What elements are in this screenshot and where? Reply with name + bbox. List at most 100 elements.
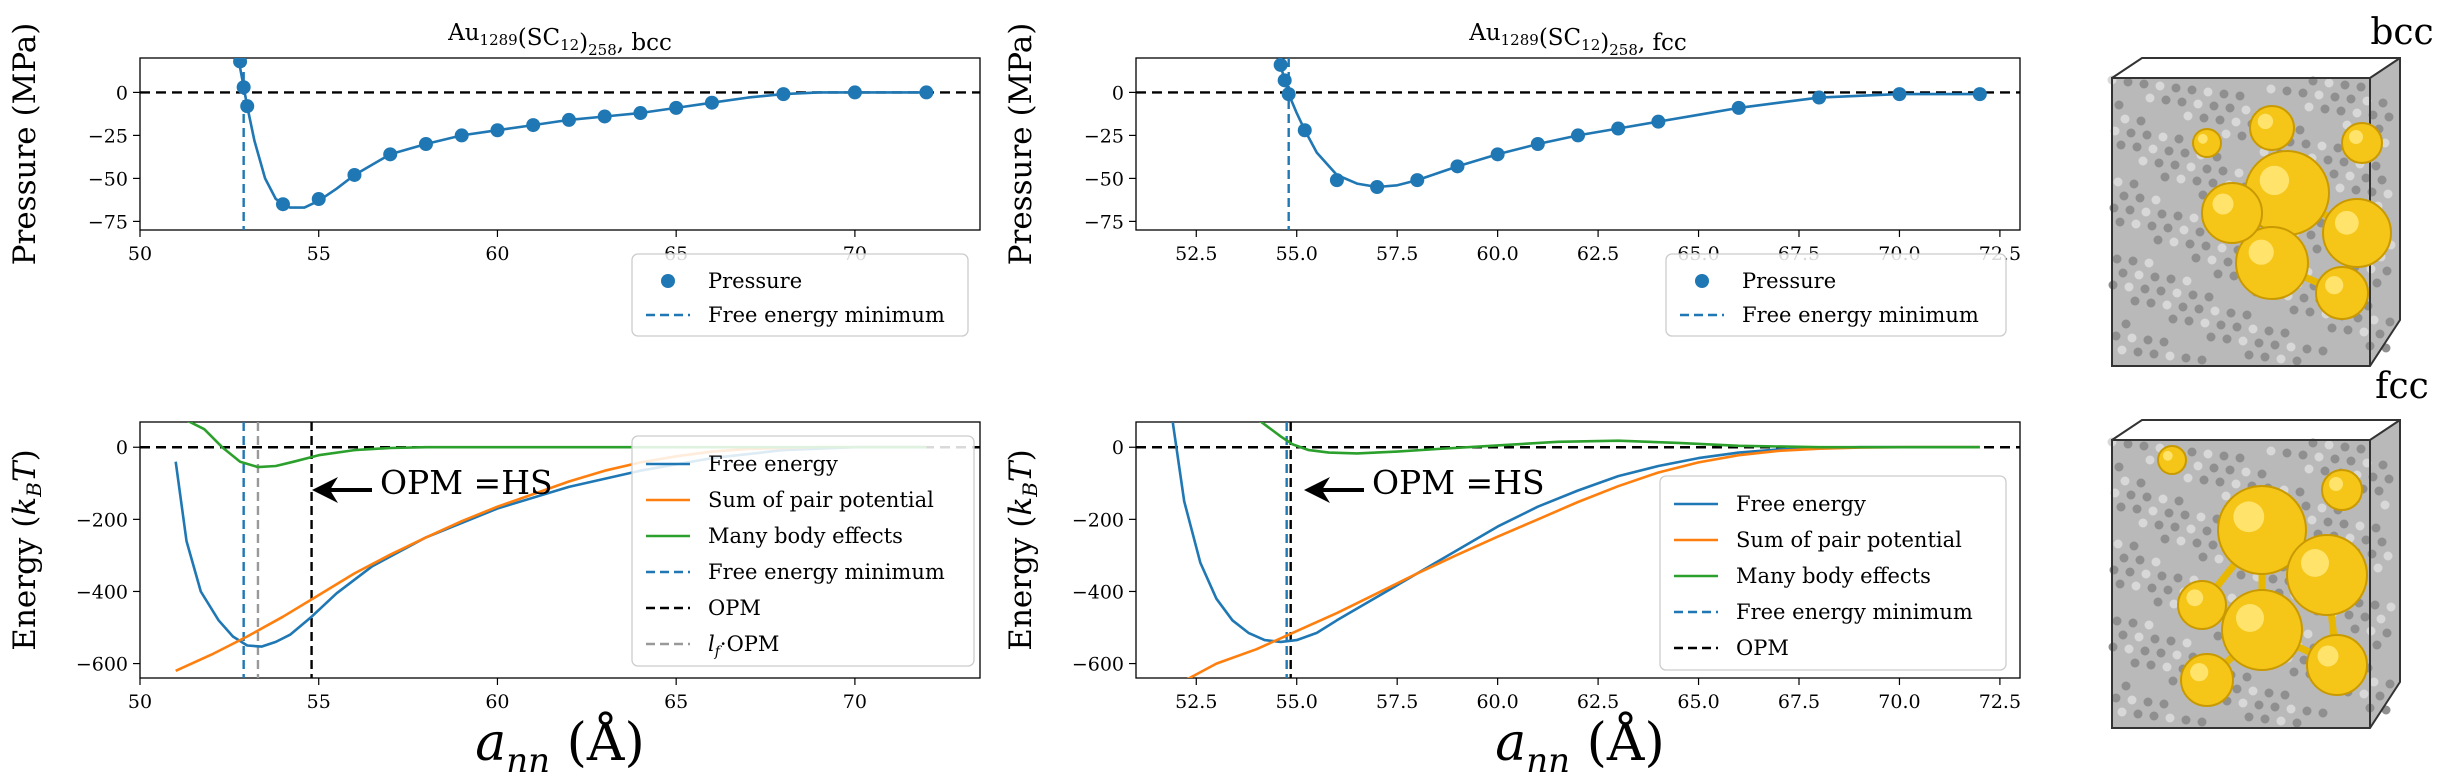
ligand-bead: [2135, 193, 2145, 203]
gold-nanoparticle: [2321, 469, 2363, 511]
ligand-bead: [2195, 227, 2205, 237]
ligand-bead: [2266, 84, 2276, 94]
y-tick-label: −75: [88, 211, 128, 233]
panel-fcc_energy: 52.5 55.0 57.5 60.0 62.5 65.0 67.5 70.0 72.5 0 −20…: [1003, 421, 2021, 713]
ligand-bead: [2370, 600, 2380, 610]
ligand-bead: [2196, 512, 2206, 522]
axes-frame: [1135, 57, 2021, 231]
ligand-bead: [2382, 628, 2392, 638]
ligand-bead: [2359, 327, 2369, 337]
render-label-fcc: fcc: [2375, 366, 2429, 407]
ligand-bead: [2171, 83, 2181, 93]
ligand-bead: [2375, 691, 2385, 701]
legend-label: Free energy minimum: [1742, 303, 1979, 327]
x-axis-label: ann (Å): [475, 711, 644, 778]
ligand-bead: [2173, 573, 2183, 583]
gold-nanoparticle: [2341, 122, 2383, 164]
ligand-bead: [2134, 270, 2144, 280]
ligand-bead: [2119, 553, 2129, 563]
annotation-arrow-head: [312, 477, 338, 503]
ligand-bead: [2192, 538, 2202, 548]
ligand-bead: [2232, 322, 2242, 332]
ligand-bead: [2292, 356, 2302, 366]
ligand-bead: [2150, 272, 2160, 282]
ligand-bead: [2289, 667, 2299, 677]
gold-nanoparticle: [2249, 105, 2295, 151]
ligand-bead: [2176, 536, 2186, 546]
ligand-bead: [2248, 686, 2258, 696]
x-tick-label: 67.5: [1778, 691, 1820, 713]
ligand-bead: [2188, 290, 2198, 300]
ligand-bead: [2282, 86, 2292, 96]
ligand-bead: [2172, 650, 2182, 660]
ligand-bead: [2375, 329, 2385, 339]
ligand-bead: [2219, 89, 2229, 99]
ligand-bead: [2378, 460, 2388, 470]
x-tick-label: 62.5: [1577, 691, 1619, 713]
ligand-bead: [2119, 191, 2129, 201]
x-tick-label: 60: [485, 243, 509, 265]
ligand-bead: [2244, 712, 2254, 722]
ligand-bead: [2203, 449, 2213, 459]
ligand-bead: [2289, 305, 2299, 315]
gold-nanoparticle: [2157, 445, 2187, 475]
y-axis-label: Energy (kBT): [7, 449, 46, 650]
ligand-bead: [2305, 307, 2315, 317]
legend-label: Sum of pair potential: [708, 488, 934, 512]
ligand-bead: [2237, 131, 2247, 141]
ligand-bead: [2333, 143, 2343, 153]
ligand-bead: [2198, 552, 2208, 562]
ligand-bead: [2304, 464, 2314, 474]
legend-label: Pressure: [708, 269, 802, 293]
y-axis-label: Energy (kBT): [1003, 449, 1042, 650]
ligand-bead: [2346, 94, 2356, 104]
legend-label: Many body effects: [708, 524, 903, 548]
ligand-bead: [2199, 475, 2209, 485]
ligand-bead: [2168, 314, 2178, 324]
y-axis-label: Pressure (MPa): [1003, 23, 1039, 266]
ligand-bead: [2138, 156, 2148, 166]
gold-highlight: [2301, 549, 2329, 577]
ligand-bead: [2148, 506, 2158, 516]
ligand-bead: [2241, 105, 2251, 115]
ligand-bead: [2170, 160, 2180, 170]
ligand-bead: [2187, 85, 2197, 95]
legend-box: [631, 435, 975, 667]
ligand-bead: [2359, 689, 2369, 699]
ligand-bead: [2369, 315, 2379, 325]
ligand-bead: [2154, 520, 2164, 530]
ligand-bead: [2117, 345, 2127, 355]
ligand-bead: [2323, 155, 2333, 165]
ligand-bead: [2352, 108, 2362, 118]
gold-nanoparticle: [2180, 653, 2234, 707]
y-tick-label: −400: [1072, 581, 1124, 603]
ligand-bead: [2276, 354, 2286, 364]
gold-nanoparticle: [2322, 198, 2392, 268]
ligand-bead: [2144, 620, 2154, 630]
ligand-bead: [2242, 672, 2252, 682]
ligand-bead: [2335, 183, 2345, 193]
ligand-bead: [2172, 288, 2182, 298]
ligand-bead: [2276, 716, 2286, 726]
ligand-bead: [2121, 319, 2131, 329]
ligand-bead: [2139, 441, 2149, 451]
ligand-bead: [2299, 293, 2309, 303]
ligand-bead: [2355, 521, 2365, 531]
annotation-opm-hs: OPM =HS: [1372, 463, 1545, 502]
ligand-bead: [2385, 317, 2395, 327]
many-body-effects-line: [1259, 422, 1980, 455]
gold-highlight: [2162, 450, 2173, 461]
gold-highlight: [2190, 663, 2209, 682]
ligand-bead: [2144, 258, 2154, 268]
ligand-bead: [2260, 714, 2270, 724]
ligand-bead: [2385, 679, 2395, 689]
ligand-bead: [2193, 99, 2203, 109]
y-tick-label: −200: [1072, 509, 1124, 531]
ligand-bead: [2242, 310, 2252, 320]
ligand-bead: [2343, 325, 2353, 335]
legend-label: OPM: [708, 596, 761, 620]
ligand-bead: [2115, 217, 2125, 227]
ligand-bead: [2378, 98, 2388, 108]
ligand-bead: [2132, 504, 2142, 514]
